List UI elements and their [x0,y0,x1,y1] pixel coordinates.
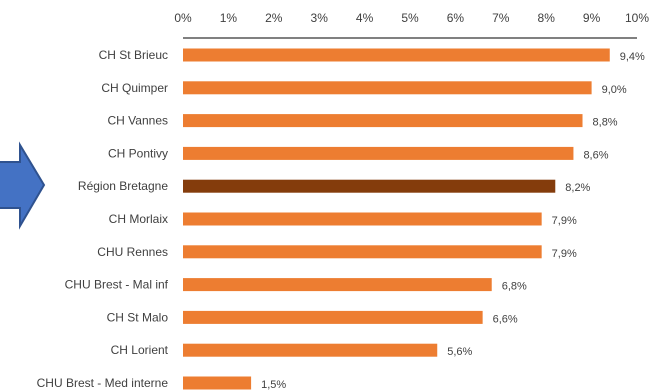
x-axis: 0% 1% 2% 3% 4% 5% 6% 7% 8% 9% 10% [174,11,649,39]
data-label: 5,6% [447,346,472,358]
category-label: CHU Brest - Mal inf [65,278,169,292]
x-tick-label: 7% [492,11,510,25]
x-tick-label: 2% [265,11,283,25]
bar [183,376,252,390]
data-label: 6,6% [493,313,518,325]
bars [183,48,610,390]
category-label: CH St Malo [107,310,169,324]
arrow-right-icon [0,141,46,230]
x-tick-label: 9% [583,11,601,25]
data-labels: 9,4% 9,0% 8,8% 8,6% 8,2% 7,9% 7,9% 6,8% 6,6% 5,6%… [261,51,645,390]
data-label: 6,8% [502,281,527,293]
bar [183,278,492,292]
category-label: CH Morlaix [109,212,168,226]
data-label: 8,2% [565,182,590,194]
bar [183,212,542,226]
category-label: CH St Brieuc [99,48,168,62]
x-tick-label: 5% [401,11,419,25]
category-labels: CH St Brieuc CH Quimper CH Vannes CH Pontiv… [37,48,169,390]
bar [183,114,583,128]
x-tick-label: 6% [447,11,465,25]
bar [183,310,483,324]
data-label: 1,5% [261,379,286,390]
category-label: CH Vannes [108,114,168,128]
data-label: 8,6% [583,149,608,161]
bar [183,343,438,357]
data-label: 9,0% [602,84,627,96]
category-label: CH Lorient [111,343,169,357]
category-label: Région Bretagne [78,179,168,193]
bar [183,146,574,160]
category-label: CHU Brest - Med interne [37,376,169,390]
x-tick-label: 8% [538,11,556,25]
x-tick-label: 10% [625,11,649,25]
x-tick-label: 4% [356,11,374,25]
category-label: CH Pontivy [108,146,168,160]
category-label: CH Quimper [101,81,168,95]
data-label: 7,9% [552,215,577,227]
bar [183,48,610,62]
bar [183,245,542,259]
x-tick-label: 3% [311,11,329,25]
data-label: 9,4% [620,51,645,63]
data-label: 8,8% [593,117,618,129]
bar [183,81,592,95]
bar [183,179,556,193]
x-tick-label: 1% [220,11,238,25]
data-label: 7,9% [552,248,577,260]
category-label: CHU Rennes [97,245,168,259]
x-tick-label: 0% [174,11,192,25]
